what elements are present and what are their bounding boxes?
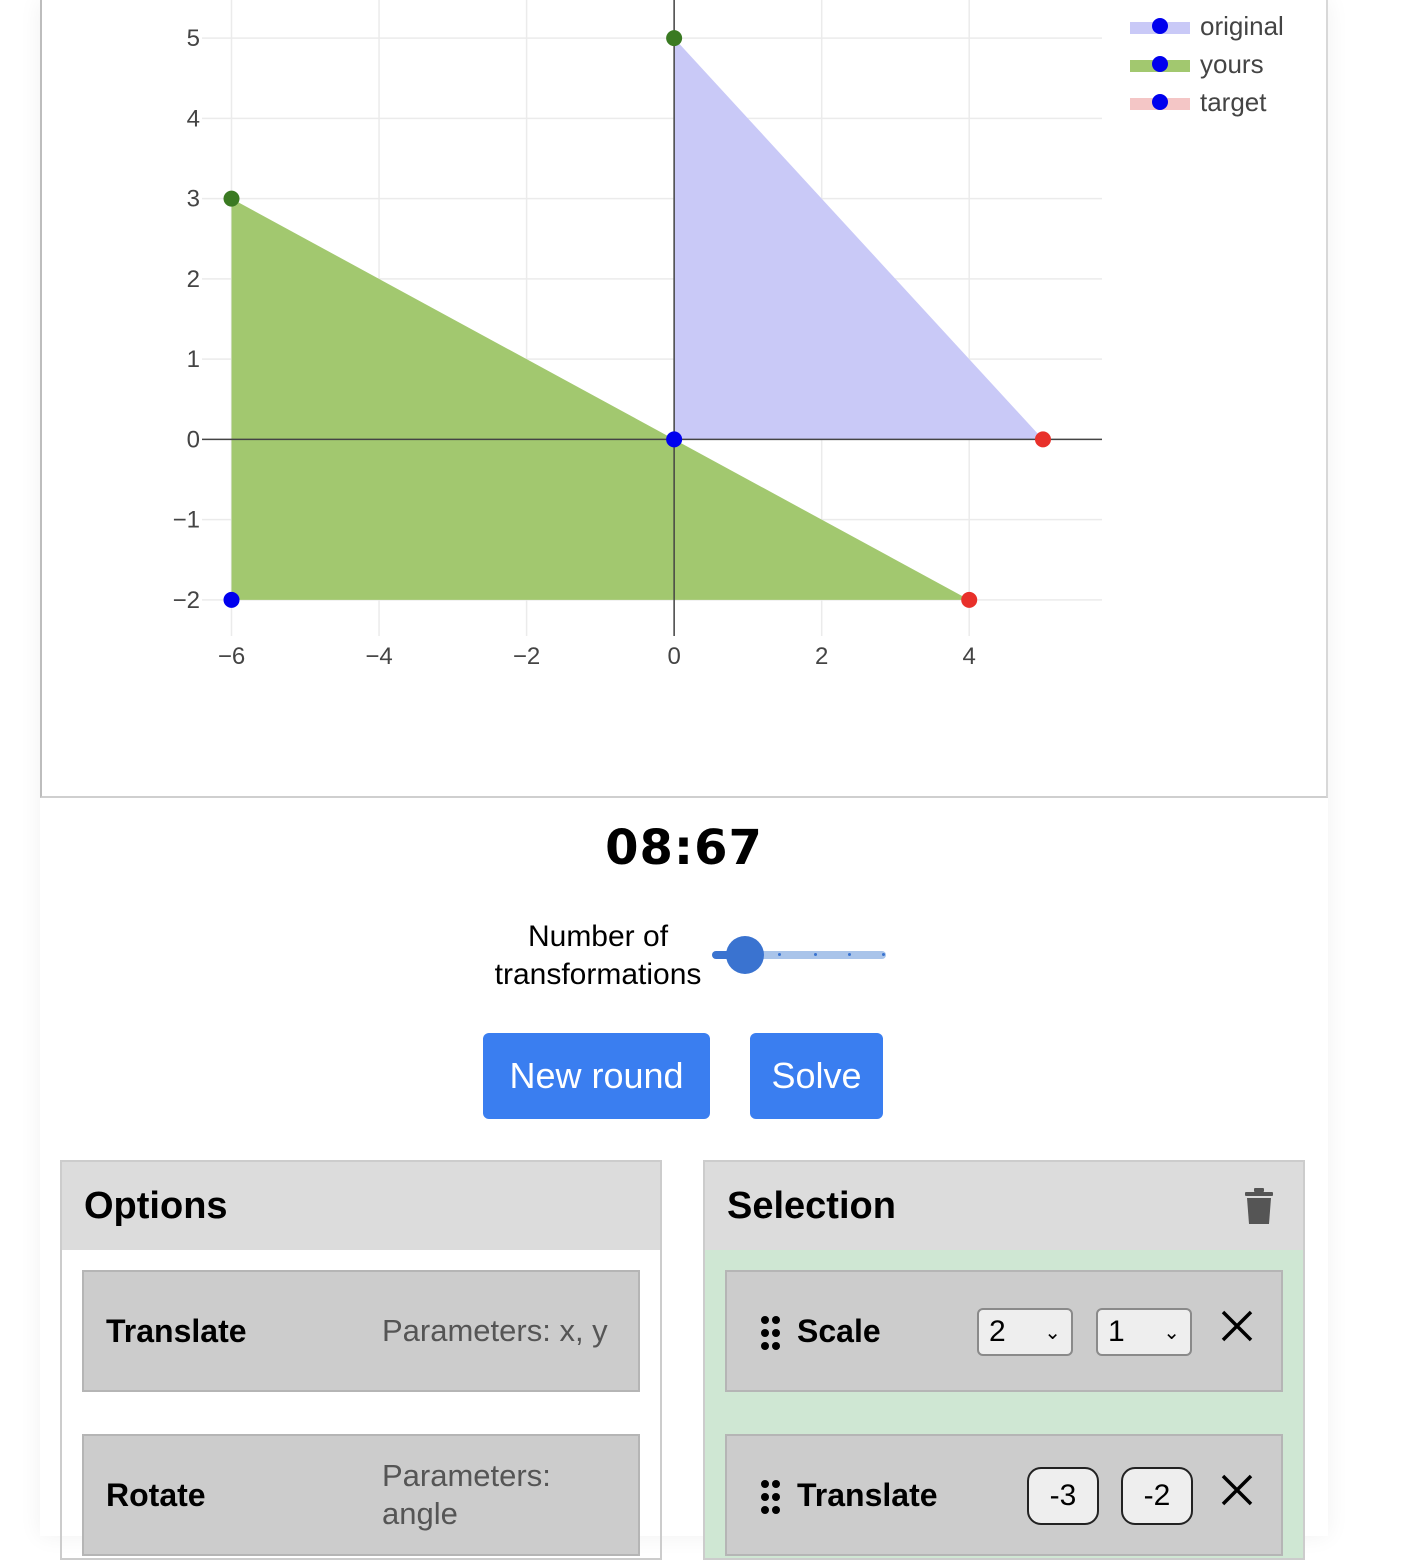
translate-y-input[interactable]: -2 [1121, 1467, 1193, 1525]
legend-marker [1152, 94, 1168, 110]
slider-step-dot [882, 953, 885, 956]
legend-marker [1152, 56, 1168, 72]
y-tick-label: 5 [187, 25, 200, 52]
drag-handle-icon[interactable] [761, 1480, 783, 1516]
data-point [961, 591, 978, 608]
solve-button[interactable]: Solve [750, 1033, 883, 1119]
slider-step-dot [814, 953, 817, 956]
x-tick-label: −6 [218, 643, 245, 670]
legend-label: target [1200, 87, 1267, 117]
option-rotate[interactable]: Rotate Parameters: angle [82, 1434, 640, 1556]
slider-track[interactable] [716, 951, 886, 959]
options-panel: Options Translate Parameters: x, y Rotat… [60, 1160, 662, 1560]
slider-thumb[interactable] [726, 936, 764, 974]
new-round-button[interactable]: New round [483, 1033, 710, 1119]
y-tick-label: 2 [187, 266, 200, 293]
data-point [1034, 431, 1051, 448]
close-icon[interactable] [1217, 1470, 1257, 1510]
trash-icon[interactable] [1245, 1188, 1273, 1224]
transformation-plot: −6 −4 −2 0 2 4 −2 −1 0 1 2 3 4 5 original yours target [173, 0, 1284, 670]
option-name: Rotate [106, 1476, 206, 1513]
selection-item-name: Translate [797, 1476, 938, 1513]
y-tick-label: 1 [187, 346, 200, 373]
data-point [223, 591, 240, 608]
plot-frame: −6 −4 −2 0 2 4 −2 −1 0 1 2 3 4 5 original yours target [40, 0, 1328, 798]
select-value: 1 [1108, 1315, 1125, 1348]
translate-x-input[interactable]: -3 [1027, 1467, 1099, 1525]
selection-header: Selection [705, 1162, 1303, 1250]
scale-y-select[interactable]: 1 ⌄ [1096, 1308, 1192, 1356]
selection-item-scale[interactable]: Scale 2 ⌄ 1 ⌄ [725, 1270, 1283, 1392]
y-tick-label: −2 [173, 587, 200, 614]
slider-step-dot [848, 953, 851, 956]
selection-item-name: Scale [797, 1312, 881, 1349]
close-icon[interactable] [1217, 1306, 1257, 1346]
options-list: Translate Parameters: x, y Rotate Parame… [62, 1250, 660, 1558]
legend-label: original [1200, 11, 1284, 41]
selection-title: Selection [727, 1184, 896, 1227]
data-point [666, 30, 683, 47]
legend-label: yours [1200, 49, 1264, 79]
x-tick-label: −4 [365, 643, 392, 670]
x-tick-label: 2 [815, 643, 828, 670]
chevron-down-icon: ⌄ [1163, 1322, 1180, 1344]
option-params: Parameters: angle [382, 1458, 551, 1531]
data-point [223, 190, 240, 207]
y-tick-label: 3 [187, 186, 200, 213]
transformations-slider[interactable] [712, 936, 888, 976]
options-title: Options [62, 1162, 660, 1250]
slider-step-dot [778, 953, 781, 956]
y-tick-label: 0 [187, 426, 200, 453]
series-fill-original [674, 38, 1043, 440]
selection-list: Scale 2 ⌄ 1 ⌄ Translate -3 -2 [705, 1250, 1303, 1558]
selection-item-translate[interactable]: Translate -3 -2 [725, 1434, 1283, 1556]
option-params: Parameters: x, y [382, 1313, 608, 1348]
drag-handle-icon[interactable] [761, 1316, 783, 1352]
selection-panel: Selection Scale 2 ⌄ 1 ⌄ [703, 1160, 1305, 1560]
x-tick-label: 4 [963, 643, 976, 670]
scale-x-select[interactable]: 2 ⌄ [977, 1308, 1073, 1356]
y-tick-label: 4 [187, 105, 200, 132]
legend-marker [1152, 18, 1168, 34]
y-tick-label: −1 [173, 507, 200, 534]
x-tick-label: 0 [667, 643, 680, 670]
series-fill-yours [231, 198, 970, 600]
x-tick-label: −2 [513, 643, 540, 670]
chevron-down-icon: ⌄ [1044, 1322, 1061, 1344]
option-name: Translate [106, 1312, 247, 1349]
timer: 08:67 [605, 820, 763, 876]
select-value: 2 [989, 1315, 1006, 1348]
data-point [666, 431, 683, 448]
option-translate[interactable]: Translate Parameters: x, y [82, 1270, 640, 1392]
slider-label: Number of transformations [494, 920, 702, 991]
